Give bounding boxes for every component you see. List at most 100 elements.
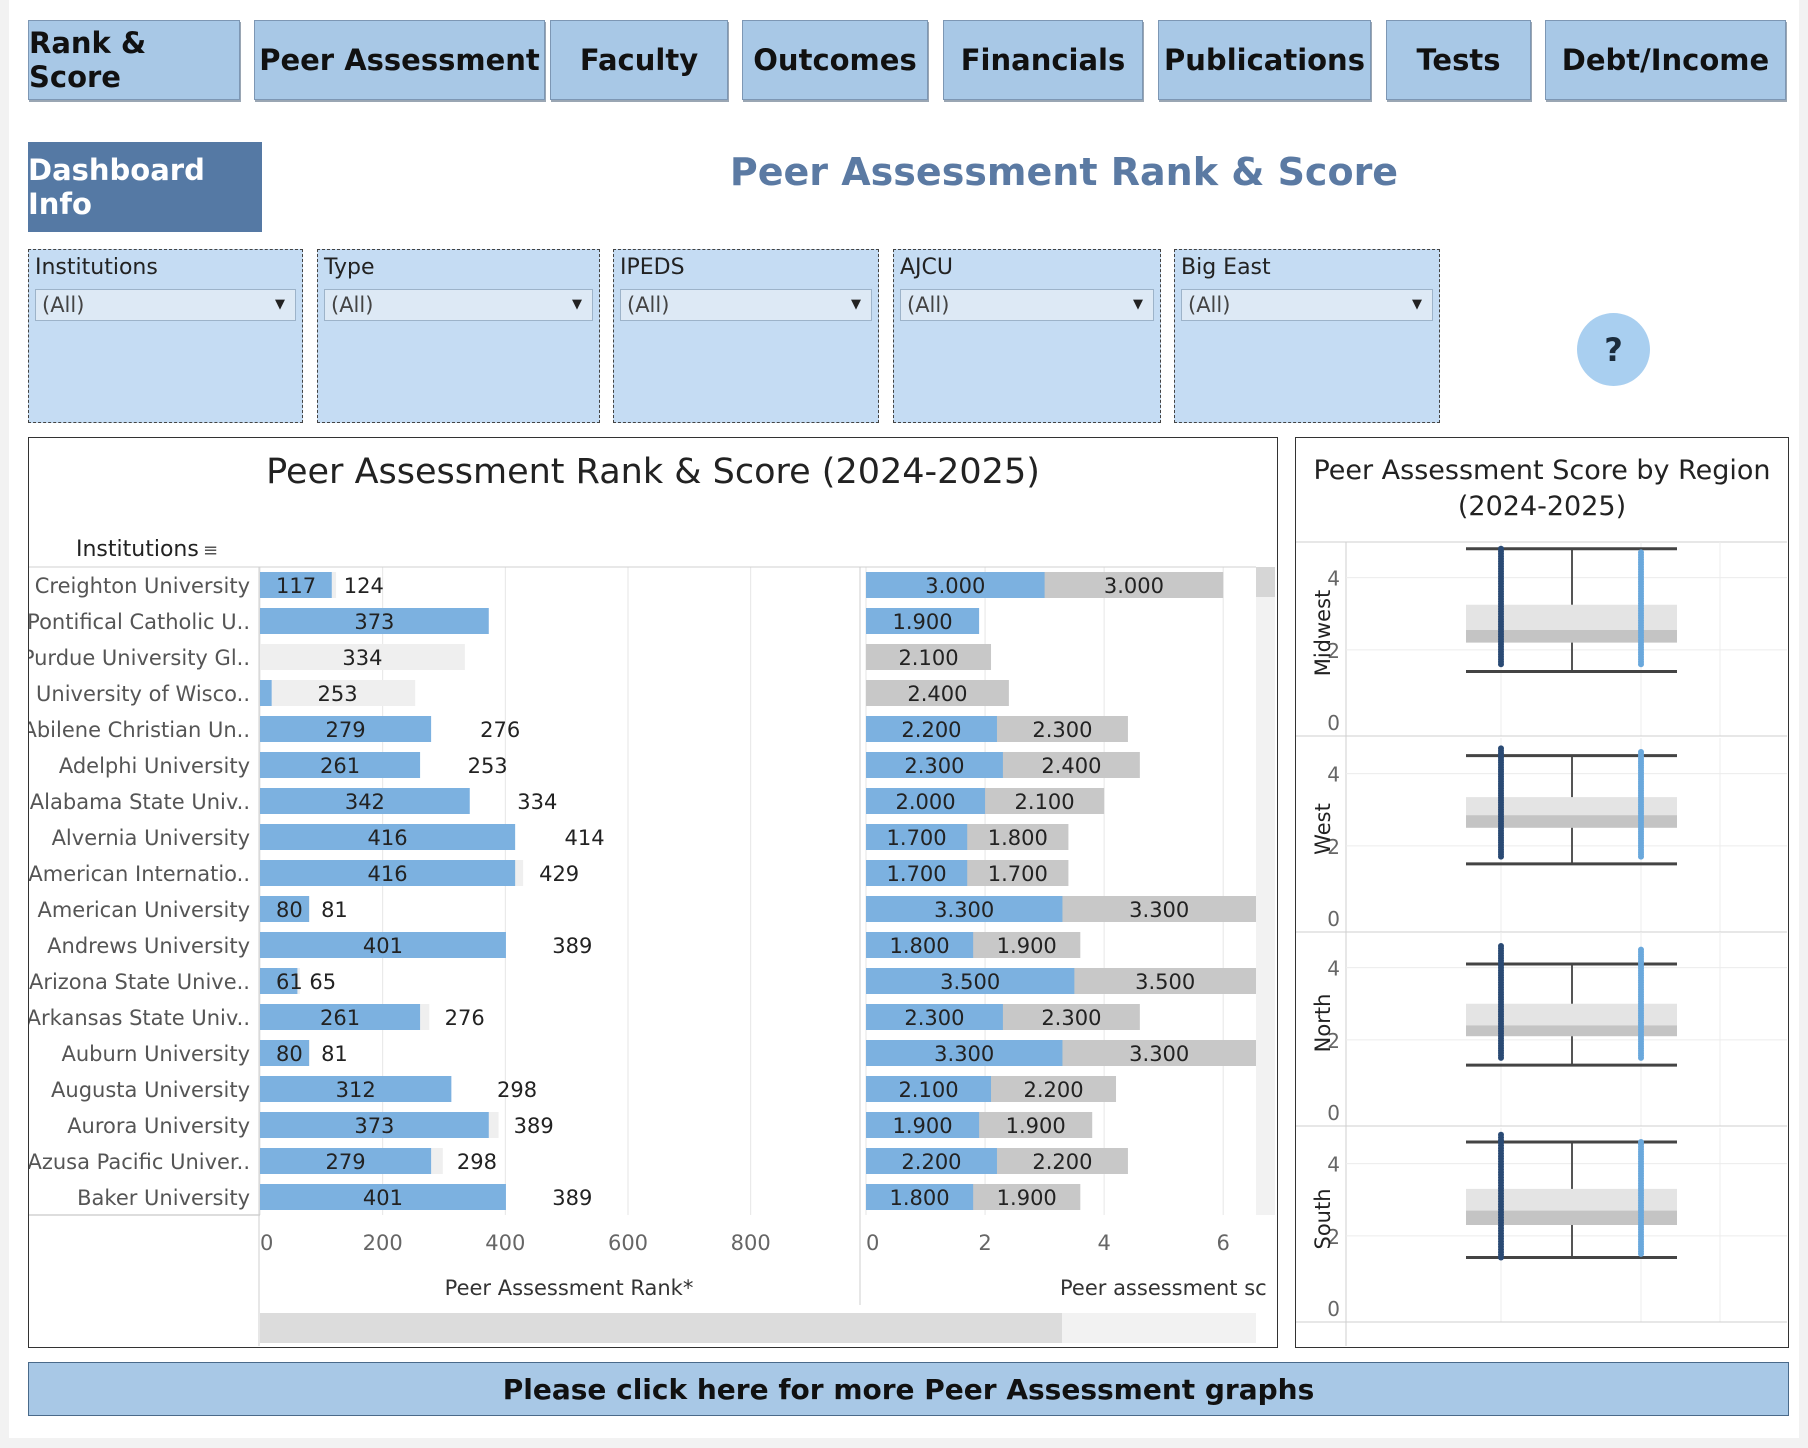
x-tick-label: 4 [1097,1231,1110,1255]
filter-type: Type (All) ▼ [317,249,600,423]
score-data-label: 3.300 [934,898,994,922]
rank-data-label: 81 [321,898,348,922]
score-data-label: 2.100 [1015,790,1075,814]
x-tick-label: 2 [978,1231,991,1255]
y-tick-label: 0 [1327,1297,1340,1321]
filter-label: AJCU [900,255,954,280]
score-data-label: 2.100 [898,646,958,670]
score-data-label: 3.300 [934,1042,994,1066]
rank-bar-current [260,1076,452,1102]
score-point-2025 [1638,946,1644,953]
x-tick-label: 800 [731,1231,771,1255]
tab-debt-income[interactable]: Debt/Income [1545,20,1786,100]
score-data-label: 2.000 [895,790,955,814]
tab-rank-score[interactable]: Rank & Score [28,20,240,100]
rank-data-label: 334 [342,646,382,670]
filter-label: Institutions [35,255,158,280]
select-value: (All) [907,293,950,317]
rank-bar-current [260,1040,310,1066]
rank-data-label: 253 [318,682,358,706]
filter-label: Big East [1181,255,1271,280]
score-bar-current [866,1040,1063,1066]
rank-bar-current [260,860,516,886]
score-point-2025 [1638,749,1644,755]
rank-bar-current [260,716,432,742]
institutions-select[interactable]: (All) ▼ [35,289,296,321]
dashboard-info-button[interactable]: Dashboard Info [28,142,262,232]
rank-data-label: 279 [326,1150,366,1174]
tab-publications[interactable]: Publications [1158,20,1371,100]
rank-bar-current [260,1148,432,1174]
institution-label: University of Wisco.. [36,682,250,706]
tab-faculty[interactable]: Faculty [550,20,728,100]
rank-bar-current [260,1112,489,1138]
x-tick-label: 6 [1217,1231,1230,1255]
x-axis-title-score: Peer assessment sc [1060,1276,1267,1300]
tab-tests[interactable]: Tests [1386,20,1531,100]
big-east-select[interactable]: (All) ▼ [1181,289,1433,321]
rank-bar-current [260,680,272,706]
x-tick-label: 0 [260,1231,273,1255]
y-tick-label: 4 [1327,763,1340,787]
score-point-2025 [1638,1139,1644,1145]
score-bar-current [866,860,968,886]
score-data-label: 1.700 [887,826,947,850]
tab-outcomes[interactable]: Outcomes [742,20,928,100]
chart-title: Peer Assessment Rank & Score (2024-2025) [266,452,1040,492]
score-bar-prior [866,680,1009,706]
rank-data-label: 80 [276,1042,303,1066]
score-data-label: 2.200 [901,1150,961,1174]
rank-data-label: 342 [345,790,385,814]
score-bar-current [866,1004,1003,1030]
region-label: Midwest [1311,590,1335,677]
more-graphs-button[interactable]: Please click here for more Peer Assessme… [28,1362,1789,1416]
y-tick-label: 2 [1327,1225,1340,1249]
score-data-label: 3.500 [1135,970,1195,994]
rank-data-label: 416 [368,862,408,886]
score-data-label: 3.300 [1129,898,1189,922]
rank-bar-current [260,1184,506,1210]
vertical-scrollbar-thumb [1256,567,1275,597]
tab-financials[interactable]: Financials [943,20,1143,100]
score-point-2025 [1638,549,1644,556]
select-value: (All) [331,293,374,317]
region-label: South [1311,1188,1335,1249]
rank-bar-current [260,968,298,994]
score-bar-current [866,752,1003,778]
score-bar-current [866,716,997,742]
rank-bar-current [260,608,489,634]
dashboard-page: Rank & Score Peer Assessment Faculty Out… [9,0,1799,1438]
rank-bar-current [260,572,332,598]
tab-peer-assessment[interactable]: Peer Assessment [254,20,545,100]
y-tick-label: 0 [1327,907,1340,931]
institution-label: Alvernia University [52,826,250,850]
institution-label: Alabama State Univ.. [30,790,250,814]
score-point-2024 [1498,545,1504,552]
ajcu-select[interactable]: (All) ▼ [900,289,1154,321]
score-data-label: 2.400 [907,682,967,706]
rank-data-label: 373 [354,610,394,634]
institution-label: American University [37,898,250,922]
dropdown-caret-icon: ▼ [1412,297,1422,312]
y-tick-label: 2 [1327,1029,1340,1053]
ipeds-select[interactable]: (All) ▼ [620,289,872,321]
score-data-label: 2.300 [904,754,964,778]
help-button[interactable]: ? [1577,313,1650,386]
score-bar-current [866,1184,974,1210]
sort-icon: ≡ [203,540,218,561]
rank-score-chart: Institutions ≡ 0 200 400 600 800 0 2 4 6 Creighton … [29,537,1275,1346]
type-select[interactable]: (All) ▼ [324,289,593,321]
score-data-label: 2.200 [901,718,961,742]
rank-data-label: 389 [552,1186,592,1210]
rank-data-label: 276 [480,718,520,742]
dropdown-caret-icon: ▼ [1133,297,1143,312]
score-data-label: 2.200 [1032,1150,1092,1174]
rank-data-label: 389 [514,1114,554,1138]
institution-label: Andrews University [47,934,250,958]
vertical-scrollbar-track [1256,567,1275,1215]
box-upper [1466,604,1677,630]
filter-label: Type [324,255,375,280]
rank-data-label: 253 [468,754,508,778]
rank-data-label: 65 [309,970,336,994]
